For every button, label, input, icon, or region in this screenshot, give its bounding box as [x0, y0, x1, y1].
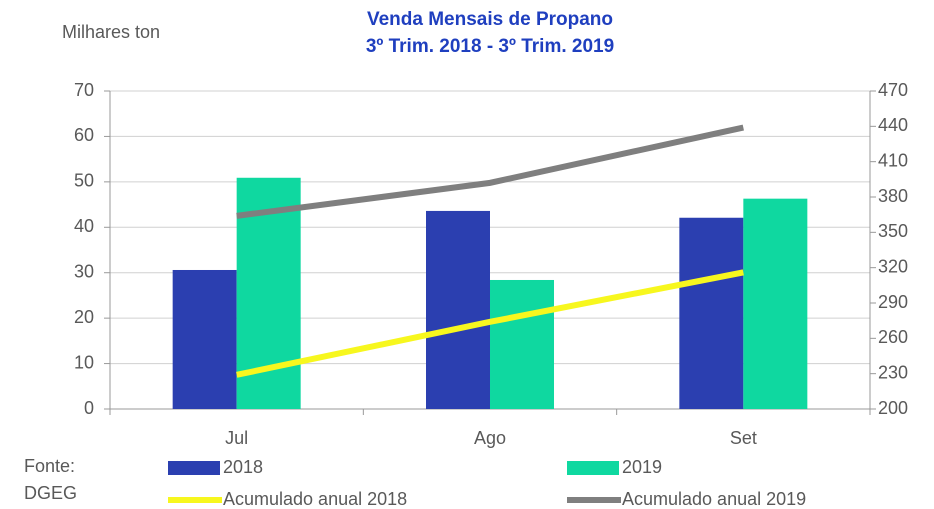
legend-label: Acumulado anual 2019 [622, 489, 806, 509]
y2-tick-label: 470 [878, 80, 908, 100]
legend-swatch [168, 461, 220, 475]
source-label: Fonte: [24, 456, 75, 476]
y-tick-label: 30 [74, 261, 94, 281]
line-series [236, 124, 744, 219]
legend-swatch [567, 461, 619, 475]
y2-tick-label: 230 [878, 362, 908, 382]
y-axis-label: Milhares ton [62, 22, 160, 42]
legend-label: 2018 [223, 457, 263, 477]
y-tick-label: 40 [74, 216, 94, 236]
y2-tick-label: 350 [878, 221, 908, 241]
y2-tick-label: 200 [878, 398, 908, 418]
y-tick-label: 60 [74, 125, 94, 145]
x-tick-label: Jul [225, 428, 248, 448]
source-label: DGEG [24, 483, 77, 503]
y2-tick-label: 260 [878, 327, 908, 347]
y2-tick-label: 290 [878, 292, 908, 312]
bar [172, 269, 237, 409]
bar [679, 217, 744, 409]
line-series [236, 269, 744, 378]
y2-tick-label: 380 [878, 186, 908, 206]
chart-subtitle: 3º Trim. 2018 - 3º Trim. 2019 [366, 36, 614, 57]
y-tick-label: 0 [84, 398, 94, 418]
bar [426, 210, 490, 409]
chart-title: Venda Mensais de Propano [367, 9, 613, 30]
y2-tick-label: 410 [878, 150, 908, 170]
bar [743, 198, 808, 409]
y2-tick-label: 320 [878, 256, 908, 276]
y-tick-label: 70 [74, 80, 94, 100]
y-tick-label: 20 [74, 307, 94, 327]
y-tick-label: 50 [74, 171, 94, 191]
x-tick-label: Ago [474, 428, 506, 448]
y-tick-label: 10 [74, 352, 94, 372]
legend-label: 2019 [622, 457, 662, 477]
legend-label: Acumulado anual 2018 [223, 489, 407, 509]
bar [490, 279, 554, 409]
y2-tick-label: 440 [878, 115, 908, 135]
x-tick-label: Set [730, 428, 757, 448]
